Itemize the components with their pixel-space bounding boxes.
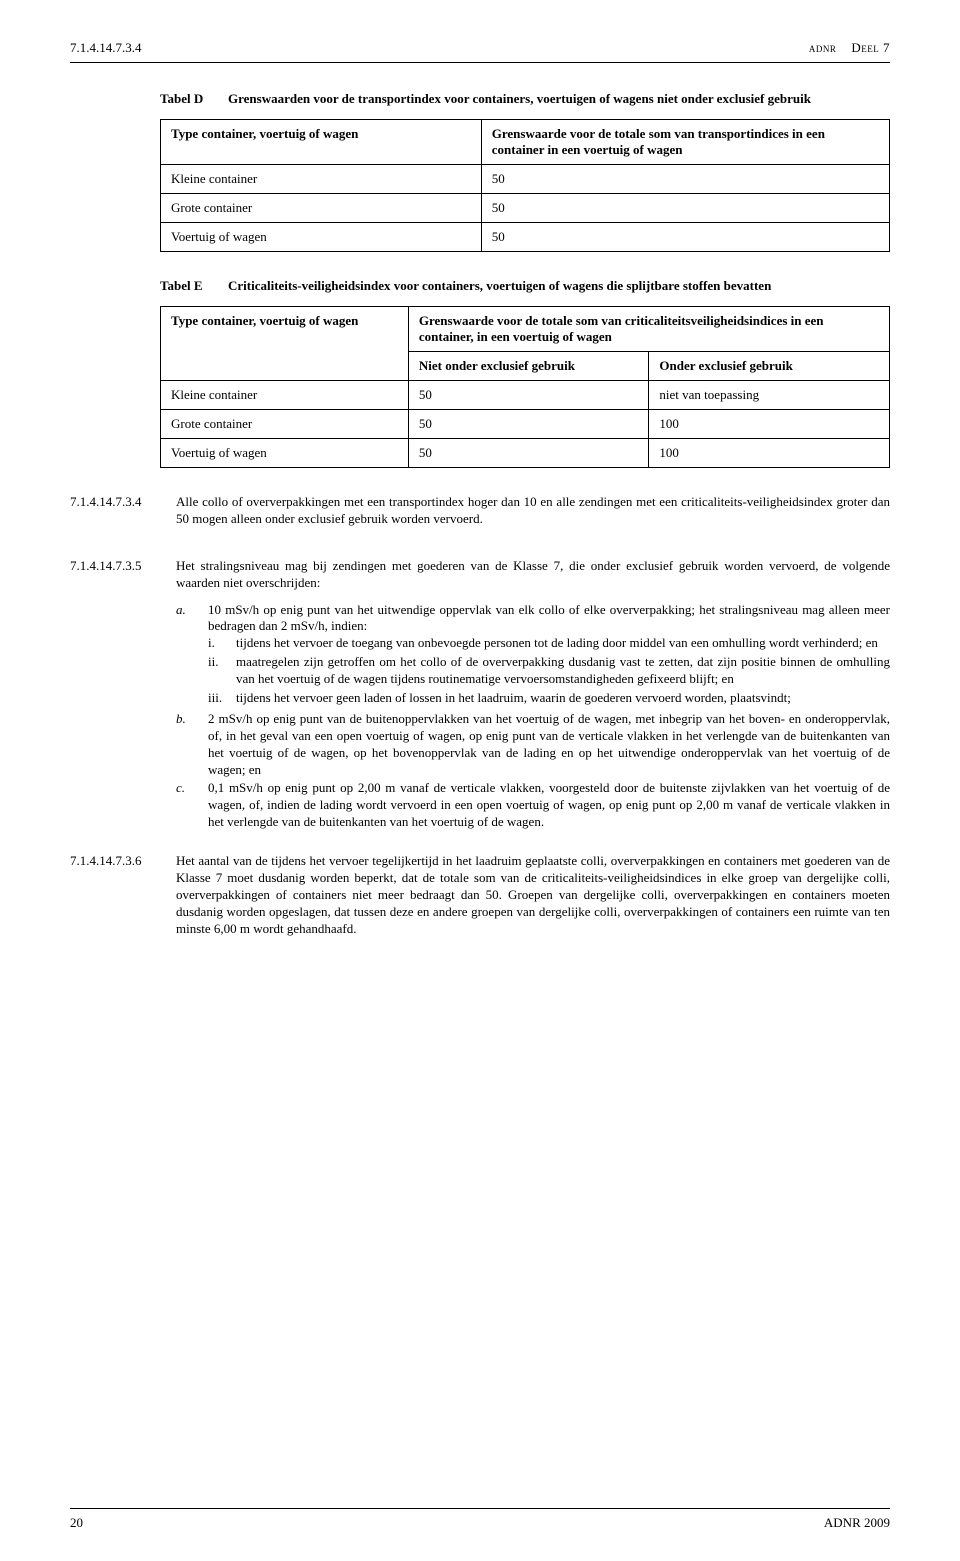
list-item-a: a. 10 mSv/h op enig punt van het uitwend… — [176, 602, 890, 709]
tabel-d-caption-row: Tabel D Grenswaarden voor de transportin… — [160, 91, 890, 107]
section-num: 7.1.4.14.7.3.4 — [70, 494, 160, 538]
tabel-d-block: Tabel D Grenswaarden voor de transportin… — [160, 91, 890, 468]
tabel-e-subB1: Niet onder exclusief gebruik — [408, 352, 649, 381]
list-body: 10 mSv/h op enig punt van het uitwendige… — [208, 602, 890, 709]
paragraph: Het stralingsniveau mag bij zendingen me… — [176, 558, 890, 592]
cell: 50 — [408, 381, 649, 410]
roman-list: i. tijdens het vervoer de toegang van on… — [208, 635, 890, 707]
page-footer: 20 ADNR 2009 — [70, 1508, 890, 1531]
section-body: Het stralingsniveau mag bij zendingen me… — [176, 558, 890, 833]
section-7-1-4-14-7-3-5: 7.1.4.14.7.3.5 Het stralingsniveau mag b… — [70, 558, 890, 833]
table-row: Kleine container 50 — [161, 165, 890, 194]
cell: Grote container — [161, 410, 409, 439]
page: 7.1.4.14.7.3.4 adnr Deel 7 Tabel D Grens… — [0, 0, 960, 1561]
cell: Kleine container — [161, 165, 482, 194]
cell: 50 — [481, 194, 889, 223]
tabel-d: Type container, voertuig of wagen Grensw… — [160, 119, 890, 252]
cell: 50 — [481, 165, 889, 194]
cell: Grote container — [161, 194, 482, 223]
tabel-d-label: Tabel D — [160, 91, 214, 107]
table-row: Voertuig of wagen 50 100 — [161, 439, 890, 468]
marker: i. — [208, 635, 228, 652]
section-num: 7.1.4.14.7.3.5 — [70, 558, 160, 833]
tabel-e-caption: Criticaliteits-veiligheidsindex voor con… — [228, 278, 890, 294]
text: 10 mSv/h op enig punt van het uitwendige… — [208, 602, 890, 634]
cell: 50 — [481, 223, 889, 252]
list-item-ii: ii. maatregelen zijn getroffen om het co… — [208, 654, 890, 688]
marker: c. — [176, 780, 198, 831]
header-mid: adnr — [809, 40, 837, 55]
tabel-d-col1: Type container, voertuig of wagen — [161, 120, 482, 165]
text: 2 mSv/h op enig punt van de buitenopperv… — [208, 711, 890, 779]
paragraph: Alle collo of oververpakkingen met een t… — [176, 494, 890, 528]
header-right: adnr Deel 7 — [809, 40, 890, 56]
text: maatregelen zijn getroffen om het collo … — [236, 654, 890, 688]
section-body: Het aantal van de tijdens het vervoer te… — [176, 853, 890, 947]
text: tijdens het vervoer de toegang van onbev… — [236, 635, 890, 652]
tabel-e-subB2: Onder exclusief gebruik — [649, 352, 890, 381]
table-row: Voertuig of wagen 50 — [161, 223, 890, 252]
tabel-e-label: Tabel E — [160, 278, 214, 294]
list-item-iii: iii. tijdens het vervoer geen laden of l… — [208, 690, 890, 707]
cell: 100 — [649, 439, 890, 468]
cell: 100 — [649, 410, 890, 439]
tabel-e: Type container, voertuig of wagen Grensw… — [160, 306, 890, 468]
marker: a. — [176, 602, 198, 709]
section-7-1-4-14-7-3-4: 7.1.4.14.7.3.4 Alle collo of oververpakk… — [70, 494, 890, 538]
tabel-e-caption-row: Tabel E Criticaliteits-veiligheidsindex … — [160, 278, 890, 294]
marker: iii. — [208, 690, 228, 707]
doc-id: ADNR 2009 — [824, 1515, 890, 1531]
tabel-e-colA: Type container, voertuig of wagen — [161, 307, 409, 381]
text: tijdens het vervoer geen laden of lossen… — [236, 690, 890, 707]
page-header: 7.1.4.14.7.3.4 adnr Deel 7 — [70, 40, 890, 63]
letter-list: a. 10 mSv/h op enig punt van het uitwend… — [176, 602, 890, 832]
cell: 50 — [408, 410, 649, 439]
tabel-e-colB: Grenswaarde voor de totale som van criti… — [408, 307, 889, 352]
cell: 50 — [408, 439, 649, 468]
tabel-d-col2: Grenswaarde voor de totale som van trans… — [481, 120, 889, 165]
cell: Voertuig of wagen — [161, 223, 482, 252]
table-row: Kleine container 50 niet van toepassing — [161, 381, 890, 410]
list-item-c: c. 0,1 mSv/h op enig punt op 2,00 m vana… — [176, 780, 890, 831]
tabel-d-caption: Grenswaarden voor de transportindex voor… — [228, 91, 890, 107]
section-body: Alle collo of oververpakkingen met een t… — [176, 494, 890, 538]
cell: Voertuig of wagen — [161, 439, 409, 468]
list-item-i: i. tijdens het vervoer de toegang van on… — [208, 635, 890, 652]
section-7-1-4-14-7-3-6: 7.1.4.14.7.3.6 Het aantal van de tijdens… — [70, 853, 890, 947]
list-item-b: b. 2 mSv/h op enig punt van de buitenopp… — [176, 711, 890, 779]
paragraph: Het aantal van de tijdens het vervoer te… — [176, 853, 890, 937]
section-num: 7.1.4.14.7.3.6 — [70, 853, 160, 947]
header-left: 7.1.4.14.7.3.4 — [70, 40, 142, 56]
cell: Kleine container — [161, 381, 409, 410]
table-row: Grote container 50 — [161, 194, 890, 223]
cell: niet van toepassing — [649, 381, 890, 410]
marker: b. — [176, 711, 198, 779]
marker: ii. — [208, 654, 228, 688]
text: 0,1 mSv/h op enig punt op 2,00 m vanaf d… — [208, 780, 890, 831]
page-number: 20 — [70, 1515, 83, 1531]
header-part: Deel 7 — [851, 40, 890, 55]
table-row: Grote container 50 100 — [161, 410, 890, 439]
